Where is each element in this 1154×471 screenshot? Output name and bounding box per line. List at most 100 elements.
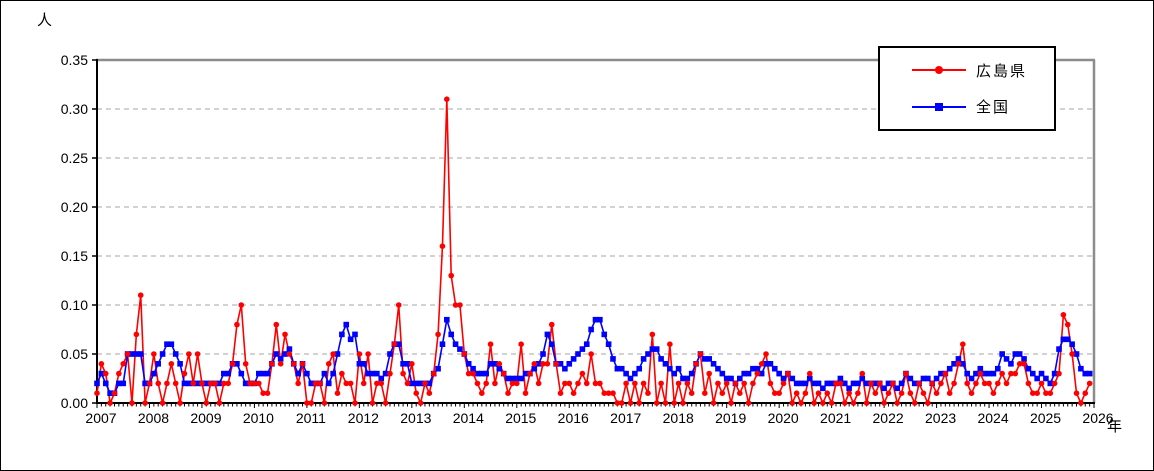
- marker-national: [417, 380, 424, 387]
- marker-national: [1025, 365, 1032, 372]
- marker-hiroshima: [142, 400, 148, 406]
- marker-hiroshima: [500, 370, 507, 377]
- marker-national: [955, 356, 962, 362]
- marker-national: [304, 370, 310, 377]
- marker-hiroshima: [487, 341, 494, 348]
- marker-hiroshima: [763, 351, 769, 357]
- marker-national: [382, 370, 389, 377]
- marker-national: [151, 370, 157, 377]
- x-tick-label: 2015: [505, 410, 536, 426]
- marker-hiroshima: [907, 390, 914, 397]
- marker-hiroshima: [710, 400, 717, 406]
- x-tick-label: 2023: [925, 410, 956, 426]
- marker-national: [863, 380, 870, 387]
- marker-national: [273, 351, 280, 357]
- marker-hiroshima: [269, 361, 275, 367]
- marker-national: [347, 336, 354, 343]
- marker-national: [242, 380, 249, 387]
- marker-hiroshima: [365, 351, 371, 357]
- marker-national: [758, 370, 765, 377]
- marker-national: [605, 341, 612, 347]
- marker-national: [994, 365, 1001, 372]
- marker-hiroshima: [430, 370, 437, 377]
- marker-hiroshima: [741, 380, 747, 387]
- marker-hiroshima: [640, 380, 647, 387]
- marker-hiroshima: [133, 331, 140, 338]
- marker-national: [1069, 341, 1075, 347]
- marker-hiroshima: [513, 380, 520, 387]
- marker-national: [885, 380, 892, 387]
- marker-national: [986, 370, 992, 377]
- marker-national: [404, 361, 411, 367]
- marker-hiroshima: [374, 380, 380, 387]
- marker-national: [98, 370, 105, 377]
- marker-hiroshima: [535, 380, 542, 387]
- marker-hiroshima: [382, 400, 389, 406]
- marker-hiroshima: [295, 380, 301, 387]
- marker-national: [1043, 375, 1049, 382]
- marker-national: [566, 361, 573, 367]
- marker-national: [933, 375, 940, 382]
- legend-label-national: 全国: [976, 99, 1011, 117]
- legend-label-hiroshima: 広島県: [976, 62, 1028, 80]
- marker-hiroshima: [653, 400, 660, 406]
- marker-national: [741, 370, 747, 377]
- marker-hiroshima: [955, 361, 962, 367]
- x-tick-label: 2012: [348, 410, 379, 426]
- marker-hiroshima: [951, 380, 957, 387]
- marker-national: [164, 341, 170, 347]
- x-tick-label: 2019: [715, 410, 746, 426]
- marker-hiroshima: [452, 302, 459, 308]
- marker-national: [719, 370, 726, 377]
- marker-national: [352, 331, 358, 338]
- x-tick-label: 2026: [1082, 410, 1113, 426]
- marker-hiroshima: [221, 380, 227, 387]
- marker-hiroshima: [479, 390, 485, 397]
- marker-national: [977, 365, 984, 372]
- marker-hiroshima: [793, 390, 800, 397]
- marker-national: [387, 351, 393, 357]
- marker-hiroshima: [802, 390, 809, 397]
- marker-hiroshima: [540, 361, 546, 367]
- marker-national: [1016, 351, 1023, 357]
- marker-national: [570, 356, 577, 362]
- marker-national: [1086, 370, 1093, 377]
- marker-hiroshima: [312, 380, 319, 387]
- marker-hiroshima: [745, 400, 752, 406]
- marker-hiroshima: [417, 400, 424, 406]
- marker-hiroshima: [1043, 390, 1049, 397]
- marker-hiroshima: [579, 370, 586, 377]
- legend: 広島県 全国: [878, 46, 1056, 131]
- marker-national: [951, 361, 957, 367]
- marker-national: [706, 356, 712, 362]
- marker-hiroshima: [168, 361, 175, 367]
- marker-hiroshima: [798, 400, 804, 406]
- marker-hiroshima: [557, 390, 564, 397]
- marker-national: [1029, 370, 1036, 377]
- y-tick-label: 0.00: [61, 395, 88, 411]
- marker-national: [155, 361, 162, 367]
- marker-hiroshima: [1064, 321, 1071, 328]
- marker-hiroshima: [680, 400, 686, 406]
- marker-national: [496, 365, 503, 372]
- marker-national: [225, 370, 231, 377]
- marker-hiroshima: [404, 380, 411, 387]
- marker-national: [737, 375, 743, 382]
- marker-national: [767, 361, 774, 367]
- marker-hiroshima: [693, 361, 699, 367]
- marker-hiroshima: [933, 390, 940, 397]
- marker-national: [1060, 336, 1067, 343]
- marker-hiroshima: [369, 400, 376, 406]
- legend-swatch-hiroshima-circle: [912, 66, 966, 75]
- marker-national: [763, 361, 769, 367]
- marker-national: [295, 370, 301, 377]
- marker-hiroshima: [697, 351, 704, 357]
- marker-national: [710, 361, 717, 367]
- x-tick-label: 2017: [610, 410, 641, 426]
- marker-hiroshima: [426, 390, 433, 397]
- marker-national: [627, 375, 634, 382]
- marker-national: [675, 365, 682, 372]
- marker-hiroshima: [496, 361, 503, 367]
- marker-national: [505, 375, 511, 382]
- marker-hiroshima: [439, 243, 446, 249]
